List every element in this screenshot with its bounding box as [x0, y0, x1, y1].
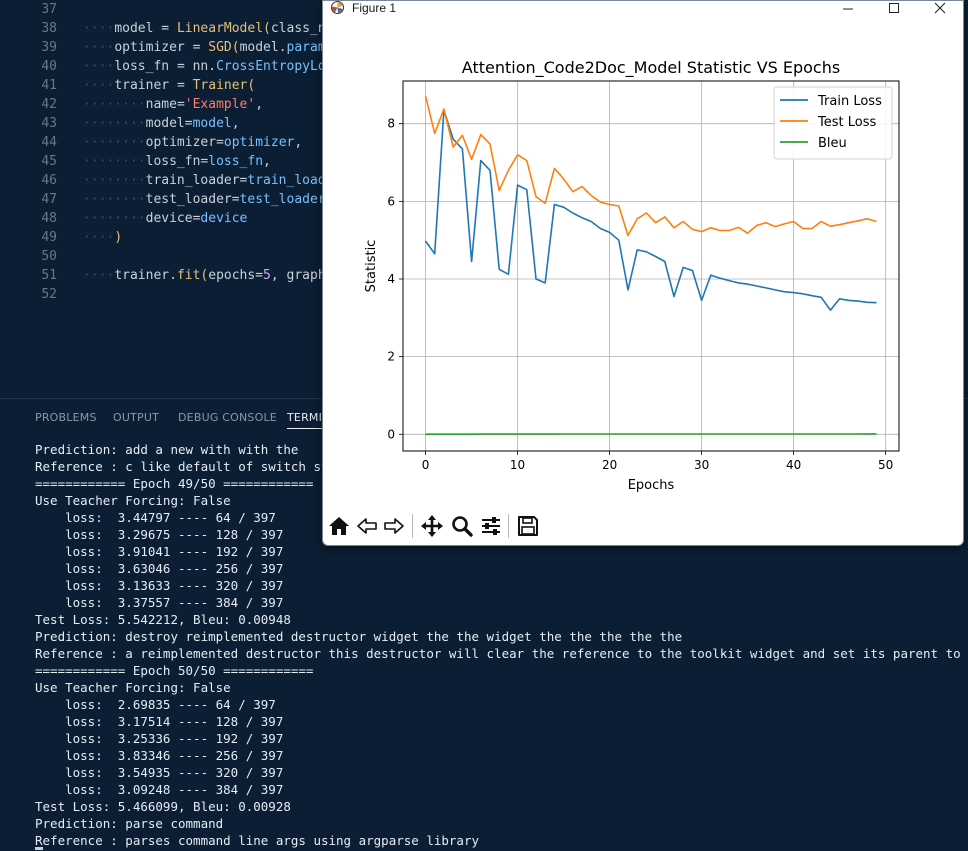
tab-output[interactable]: OUTPUT [113, 411, 159, 424]
line-number: 37 [0, 0, 57, 19]
tab-problems[interactable]: PROBLEMS [35, 411, 97, 424]
code-text: ····trainer = Trainer( [83, 76, 255, 95]
code-text: ········loss_fn=loss_fn, [83, 152, 271, 171]
line-number: 40 [0, 57, 57, 76]
line-number: 44 [0, 133, 57, 152]
tab-terminal[interactable]: TERMI [287, 411, 322, 429]
chart-ticks: 0 10 20 30 40 50 0 2 4 6 8 [387, 117, 893, 472]
y-axis-label: Statistic [364, 240, 379, 293]
line-number: 38 [0, 19, 57, 38]
terminal-line: Reference : a reimplemented destructor t… [35, 645, 968, 662]
x-tick-label: 30 [694, 458, 709, 472]
zoom-button[interactable] [450, 514, 474, 538]
terminal-line: Test Loss: 5.542212, Bleu: 0.00948 [35, 611, 968, 628]
line-number: 49 [0, 228, 57, 247]
terminal-line: loss: 3.25336 ---- 192 / 397 [35, 730, 968, 747]
tab-debug-console[interactable]: DEBUG CONSOLE [178, 411, 277, 424]
terminal-line: loss: 3.09248 ---- 384 / 397 [35, 781, 968, 798]
line-number: 42 [0, 95, 57, 114]
code-text: ········test_loader=test_loader [83, 190, 326, 209]
terminal-line: loss: 3.17514 ---- 128 / 397 [35, 713, 968, 730]
figure-window[interactable]: Figure 1 Attention_Code2Doc_Model Statis… [322, 0, 964, 546]
y-tick-label: 2 [387, 350, 395, 364]
x-tick-label: 50 [878, 458, 893, 472]
code-text: ········model=model, [83, 114, 240, 133]
code-text: ····loss_fn = nn.CrossEntropyLo [83, 57, 326, 76]
line-number: 52 [0, 285, 57, 304]
code-text: ········train_loader=train_load [83, 171, 326, 190]
chart-title: Attention_Code2Doc_Model Statistic VS Ep… [462, 58, 840, 78]
line-number: 50 [0, 247, 57, 266]
minimize-button[interactable] [825, 1, 871, 15]
save-button[interactable] [516, 514, 540, 538]
code-text: ····trainer.fit(epochs=5, graph [83, 266, 326, 285]
code-text: ····model = LinearModel(class_n [83, 19, 326, 38]
x-tick-label: 20 [602, 458, 617, 472]
figure-toolbar [323, 506, 963, 544]
line-number: 39 [0, 38, 57, 57]
code-text: ····) [83, 228, 122, 247]
matplotlib-icon [331, 1, 344, 14]
pan-button[interactable] [420, 514, 444, 538]
terminal-line: Test Loss: 5.466099, Bleu: 0.00928 [35, 798, 968, 815]
terminal-line: Prediction: parse command [35, 815, 968, 832]
terminal-line: Reference : parses command line args usi… [35, 832, 968, 849]
line-number: 48 [0, 209, 57, 228]
line-number: 43 [0, 114, 57, 133]
chart-legend: Train Loss Test Loss Bleu [774, 87, 892, 159]
code-text: ········device=device [83, 209, 247, 228]
maximize-button[interactable] [871, 1, 917, 15]
line-number: 41 [0, 76, 57, 95]
code-text: ········name='Example', [83, 95, 263, 114]
terminal-line: loss: 3.83346 ---- 256 / 397 [35, 747, 968, 764]
terminal-line: Use Teacher Forcing: False [35, 679, 968, 696]
code-text: ········optimizer=optimizer, [83, 133, 302, 152]
line-number: 47 [0, 190, 57, 209]
back-button[interactable] [355, 514, 379, 538]
terminal-line: ============ Epoch 50/50 ============ [35, 662, 968, 679]
legend-label: Bleu [818, 136, 847, 151]
legend-label: Test Loss [817, 115, 876, 130]
line-number: 45 [0, 152, 57, 171]
code-text: ····optimizer = SGD(model.param [83, 38, 326, 57]
legend-label: Train Loss [817, 94, 882, 109]
configure-subplots-button[interactable] [479, 514, 503, 538]
y-tick-label: 8 [387, 117, 395, 131]
y-tick-label: 6 [387, 194, 395, 208]
line-chart: Attention_Code2Doc_Model Statistic VS Ep… [323, 21, 963, 501]
x-tick-label: 10 [510, 458, 525, 472]
home-button[interactable] [327, 514, 351, 538]
x-axis-label: Epochs [628, 478, 675, 493]
terminal-line: loss: 3.54935 ---- 320 / 397 [35, 764, 968, 781]
window-title: Figure 1 [352, 1, 396, 15]
terminal-line: Prediction: destroy reimplemented destru… [35, 628, 968, 645]
y-tick-label: 0 [387, 427, 395, 441]
terminal-line: loss: 2.69835 ---- 64 / 397 [35, 696, 968, 713]
y-tick-label: 4 [387, 272, 395, 286]
close-button[interactable] [917, 1, 963, 15]
terminal-line: loss: 3.13633 ---- 320 / 397 [35, 577, 968, 594]
line-number: 51 [0, 266, 57, 285]
line-number: 46 [0, 171, 57, 190]
terminal-line: loss: 3.37557 ---- 384 / 397 [35, 594, 968, 611]
toolbar-separator [412, 514, 413, 538]
forward-button[interactable] [382, 514, 406, 538]
toolbar-separator [508, 514, 509, 538]
window-titlebar[interactable]: Figure 1 [323, 1, 963, 15]
terminal-line: loss: 3.63046 ---- 256 / 397 [35, 560, 968, 577]
x-tick-label: 40 [786, 458, 801, 472]
x-tick-label: 0 [422, 458, 430, 472]
